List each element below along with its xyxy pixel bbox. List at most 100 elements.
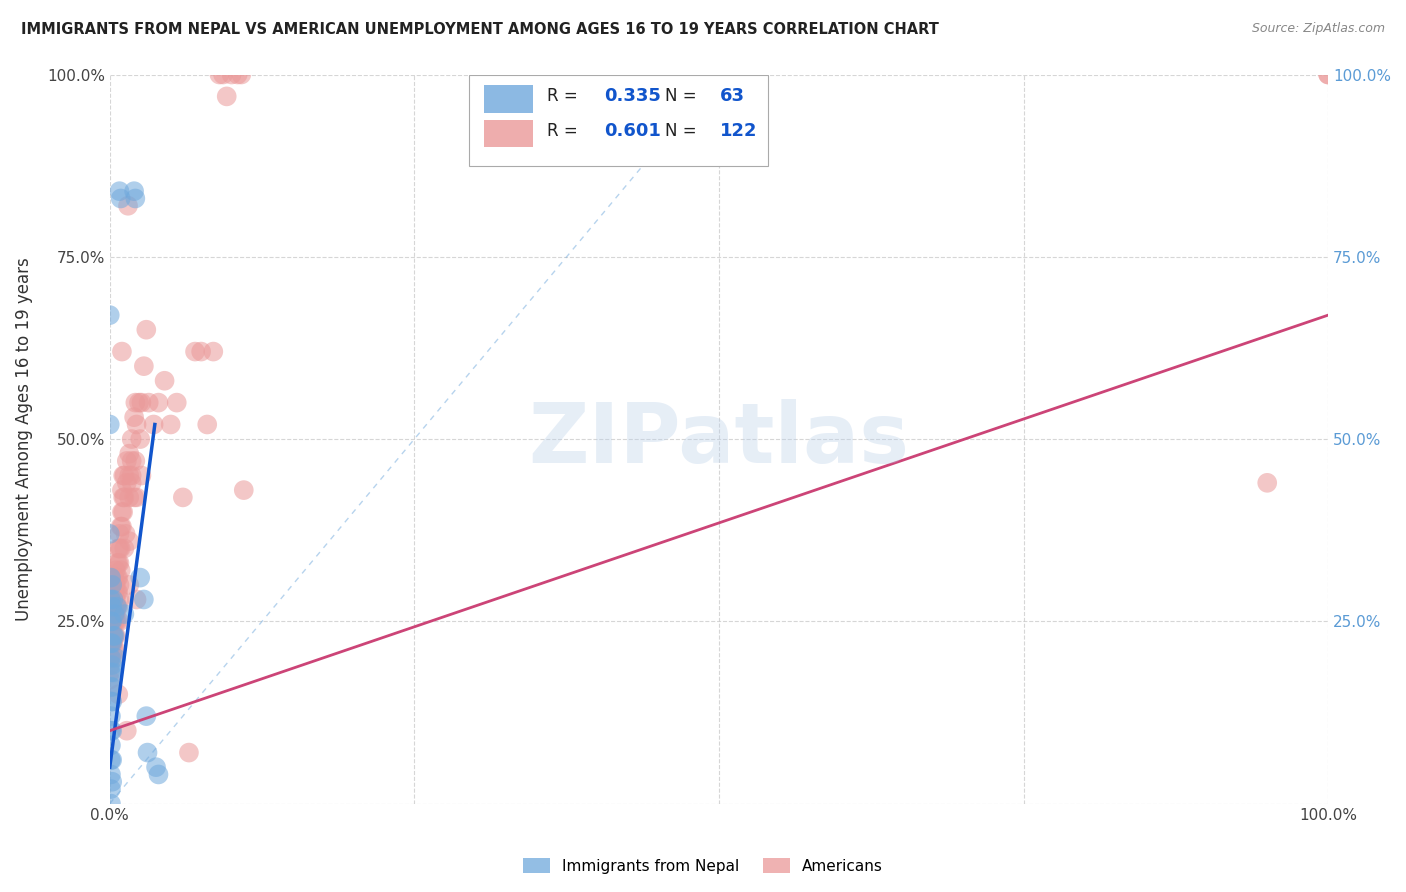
Point [112, 505, 135, 519]
Point [100, 723, 122, 738]
Point [122, 410, 145, 425]
Point [101, 774, 124, 789]
Point [110, 191, 132, 205]
Point [190, 344, 212, 359]
Point [132, 592, 155, 607]
Point [121, 475, 143, 490]
Point [104, 607, 127, 621]
Point [101, 753, 124, 767]
Point [100, 650, 122, 665]
FancyBboxPatch shape [470, 75, 768, 166]
Point [104, 599, 127, 614]
Text: 122: 122 [720, 122, 758, 140]
Point [100, 767, 122, 781]
Point [124, 395, 146, 409]
Point [108, 526, 131, 541]
Point [131, 395, 153, 409]
Point [122, 184, 145, 198]
Point [112, 607, 135, 621]
Point [118, 447, 141, 461]
Point [104, 650, 127, 665]
Point [100, 782, 122, 797]
Point [101, 615, 124, 629]
Point [100, 694, 122, 708]
Point [131, 468, 153, 483]
Text: ZIPatlas: ZIPatlas [529, 399, 910, 480]
Point [118, 578, 141, 592]
Point [108, 184, 131, 198]
Point [101, 607, 124, 621]
Point [100, 753, 122, 767]
Point [107, 585, 129, 599]
Point [101, 599, 124, 614]
Point [100, 636, 122, 650]
Point [104, 571, 127, 585]
Point [103, 592, 125, 607]
Point [104, 599, 127, 614]
Point [108, 578, 131, 592]
Point [104, 592, 127, 607]
Text: Source: ZipAtlas.com: Source: ZipAtlas.com [1251, 22, 1385, 36]
Text: N =: N = [665, 122, 702, 140]
Point [103, 650, 125, 665]
Point [104, 563, 127, 577]
Point [101, 636, 124, 650]
Point [118, 534, 141, 549]
Point [125, 491, 148, 505]
Point [117, 199, 139, 213]
Point [98, 308, 121, 322]
Point [98, 658, 121, 673]
Point [101, 636, 124, 650]
Point [1256, 475, 1278, 490]
Point [100, 592, 122, 607]
Point [124, 191, 146, 205]
Point [135, 323, 157, 337]
Point [125, 417, 148, 432]
Point [115, 454, 138, 468]
Text: IMMIGRANTS FROM NEPAL VS AMERICAN UNEMPLOYMENT AMONG AGES 16 TO 19 YEARS CORRELA: IMMIGRANTS FROM NEPAL VS AMERICAN UNEMPL… [21, 22, 939, 37]
Point [1317, 68, 1340, 82]
Point [124, 454, 146, 468]
Point [148, 767, 170, 781]
Point [101, 578, 124, 592]
Point [107, 571, 129, 585]
Text: 0.335: 0.335 [605, 87, 661, 105]
Point [136, 746, 159, 760]
Point [103, 607, 125, 621]
Point [98, 673, 121, 687]
Point [104, 629, 127, 643]
Text: 0.601: 0.601 [605, 122, 661, 140]
Point [100, 797, 122, 811]
Point [105, 585, 128, 599]
Point [100, 571, 122, 585]
Point [121, 468, 143, 483]
Point [232, 483, 254, 497]
Point [104, 615, 127, 629]
Point [104, 615, 127, 629]
Point [108, 615, 131, 629]
Point [105, 615, 128, 629]
Legend: Immigrants from Nepal, Americans: Immigrants from Nepal, Americans [516, 852, 890, 880]
Point [172, 491, 194, 505]
Point [104, 578, 127, 592]
Point [177, 746, 200, 760]
Point [103, 578, 125, 592]
Point [145, 760, 167, 774]
Point [132, 359, 155, 373]
Point [112, 468, 135, 483]
Point [101, 694, 124, 708]
Point [104, 607, 127, 621]
Point [105, 599, 128, 614]
Point [118, 491, 141, 505]
Point [212, 68, 235, 82]
Point [101, 658, 124, 673]
Point [100, 636, 122, 650]
Point [103, 592, 125, 607]
Point [98, 526, 121, 541]
Point [105, 556, 128, 570]
Point [148, 395, 170, 409]
Point [100, 592, 122, 607]
Point [105, 571, 128, 585]
Point [104, 607, 127, 621]
Point [101, 680, 124, 694]
